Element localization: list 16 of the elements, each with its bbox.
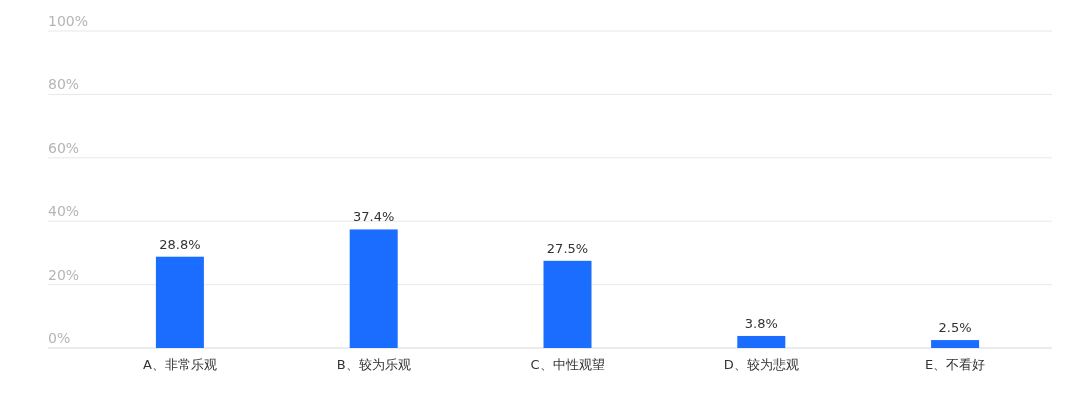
data-label: 2.5% (938, 320, 972, 336)
data-label: 37.4% (353, 209, 395, 225)
data-label: 27.5% (546, 240, 589, 256)
y-tick-label: 40% (48, 203, 80, 220)
data-label: 28.8% (159, 236, 201, 252)
y-tick-label: 60% (48, 139, 80, 156)
y-tick-label: 0% (48, 330, 71, 346)
y-tick-label: 20% (48, 266, 80, 283)
x-tick-label: C、中性观望 (530, 357, 605, 372)
data-label: 3.8% (744, 315, 778, 331)
x-tick-label: D、较为悲观 (723, 357, 799, 372)
y-tick-label: 100% (48, 13, 89, 29)
x-tick-label: A、非常乐观 (142, 357, 217, 372)
x-tick-label: B、较为乐观 (336, 357, 411, 372)
y-tick-label: 80% (48, 76, 80, 93)
x-tick-label: E、不看好 (924, 357, 986, 372)
